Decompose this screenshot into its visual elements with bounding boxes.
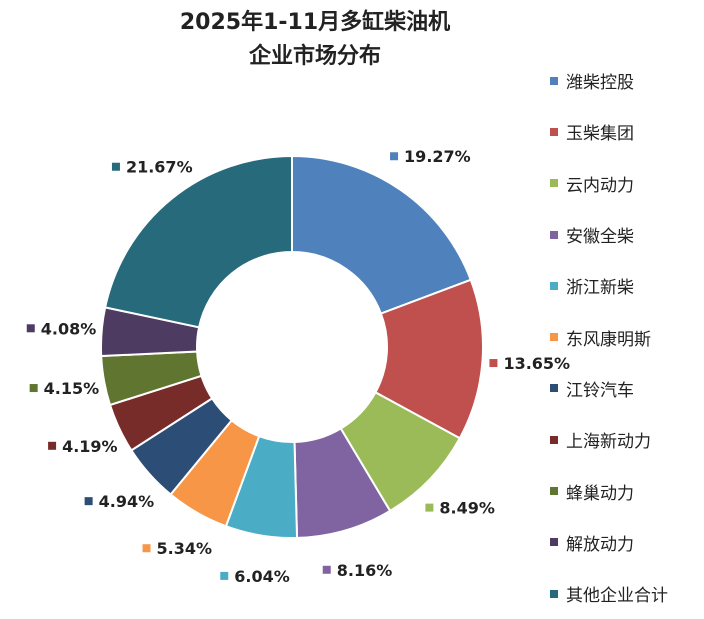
legend-item: 安徽全柴 — [550, 209, 700, 260]
data-label-1: 19.27% — [390, 147, 471, 166]
legend-item: 云内动力 — [550, 158, 700, 209]
legend-item: 蜂巢动力 — [550, 465, 700, 516]
legend-swatch — [550, 281, 558, 290]
chart-title: 2025年1-11月多缸柴油机 企业市场分布 — [170, 6, 460, 74]
label-marker-3 — [425, 503, 434, 512]
legend-item: 江铃汽车 — [550, 363, 700, 414]
legend-label: 安徽全柴 — [566, 227, 634, 248]
legend-swatch — [550, 589, 558, 598]
data-label-11: 21.67% — [111, 158, 193, 177]
label-marker-2 — [489, 359, 498, 368]
label-marker-8 — [48, 441, 57, 450]
label-text-11: 21.67% — [126, 158, 193, 177]
legend-label: 云内动力 — [566, 175, 634, 196]
legend-swatch — [550, 333, 558, 342]
legend-item: 潍柴控股 — [550, 55, 700, 106]
legend-label: 上海新动力 — [566, 432, 651, 453]
label-marker-10 — [26, 324, 35, 333]
label-marker-4 — [322, 565, 331, 574]
chart-title-line2: 企业市场分布 — [248, 44, 381, 69]
legend-swatch — [550, 127, 558, 136]
label-text-6: 5.34% — [157, 539, 213, 558]
legend-label: 蜂巢动力 — [566, 483, 634, 504]
donut-chart: 19.27% 13.65% 8.49% 8.16% 6.04% 5.34% 4.94% 4.1… — [26, 147, 570, 586]
legend-swatch — [550, 179, 558, 188]
label-text-4: 8.16% — [337, 561, 393, 580]
data-label-2: 13.65% — [489, 354, 570, 373]
chart-legend: 潍柴控股玉柴集团云内动力安徽全柴浙江新柴东风康明斯江铃汽车上海新动力蜂巢动力解放… — [550, 55, 700, 619]
legend-item: 上海新动力 — [550, 414, 700, 465]
data-label-10: 4.08% — [26, 319, 97, 338]
legend-item: 东风康明斯 — [550, 311, 700, 362]
data-label-7: 4.94% — [84, 492, 155, 511]
data-label-6: 5.34% — [142, 539, 213, 558]
legend-item: 玉柴集团 — [550, 106, 700, 157]
legend-item: 浙江新柴 — [550, 260, 700, 311]
legend-swatch — [550, 384, 558, 393]
data-label-9: 4.15% — [29, 379, 100, 398]
label-marker-6 — [142, 544, 151, 553]
legend-label: 东风康明斯 — [566, 329, 651, 350]
data-label-4: 8.16% — [322, 561, 393, 580]
label-text-1: 19.27% — [404, 147, 471, 166]
slice-11 — [103, 154, 293, 329]
legend-swatch — [550, 487, 558, 496]
legend-swatch — [550, 230, 558, 239]
legend-label: 潍柴控股 — [566, 73, 634, 94]
label-text-7: 4.94% — [99, 492, 155, 511]
label-marker-11 — [111, 162, 120, 171]
label-marker-9 — [29, 384, 38, 393]
data-label-3: 8.49% — [425, 499, 495, 518]
label-text-8: 4.19% — [62, 437, 118, 456]
legend-label: 江铃汽车 — [566, 380, 634, 401]
legend-swatch — [550, 76, 558, 85]
legend-item: 解放动力 — [550, 517, 700, 568]
legend-label: 玉柴集团 — [566, 124, 634, 145]
data-label-8: 4.19% — [48, 437, 118, 456]
label-text-2: 13.65% — [503, 354, 570, 373]
legend-label: 其他企业合计 — [566, 586, 668, 607]
legend-swatch — [550, 435, 558, 444]
label-text-10: 4.08% — [41, 319, 97, 338]
legend-label: 浙江新柴 — [566, 278, 634, 299]
label-marker-1 — [390, 152, 399, 161]
label-marker-7 — [84, 497, 93, 506]
legend-label: 解放动力 — [566, 534, 634, 555]
legend-swatch — [550, 538, 558, 547]
label-text-9: 4.15% — [44, 379, 100, 398]
slice-1 — [291, 154, 473, 315]
chart-title-line1: 2025年1-11月多缸柴油机 — [179, 10, 451, 35]
label-text-5: 6.04% — [234, 567, 290, 586]
data-label-5: 6.04% — [220, 567, 290, 586]
label-marker-5 — [220, 571, 229, 580]
legend-item: 其他企业合计 — [550, 568, 700, 619]
label-text-3: 8.49% — [439, 499, 495, 518]
